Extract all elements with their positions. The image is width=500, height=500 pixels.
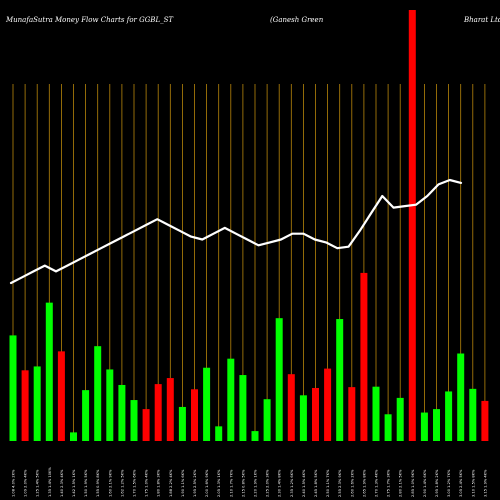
bar	[408, 10, 416, 441]
x-tick-label: 1.60 2.1% 9K%	[108, 469, 112, 497]
x-tick-label: 3.10 1.5% 8K%	[471, 469, 475, 497]
bar	[215, 426, 223, 441]
x-tick-label: 2.60 1.6% 2K%	[350, 469, 354, 497]
bar	[118, 384, 126, 441]
chart-title-left: MunafaSutra Money Flow Charts for GGBL_S…	[5, 16, 174, 24]
x-tick-label: 2.45 1.8% 5K%	[314, 469, 318, 497]
x-tick-labels: 1.08 4.0% 2K% 1.09 2.0% 4K% 1.25 1.4% 5K% 1…	[12, 467, 488, 497]
bar	[251, 431, 259, 441]
x-tick-label: 1.25 1.4% 5K%	[36, 469, 40, 497]
bar	[45, 302, 53, 441]
x-tick-label: 1.90 1.1% 6K%	[181, 469, 185, 497]
bar	[420, 412, 428, 441]
bar	[396, 397, 404, 441]
bar	[21, 370, 29, 441]
x-tick-label: 1.80 1.8% 3K%	[157, 469, 161, 497]
bar	[9, 335, 17, 441]
bar	[263, 399, 271, 441]
bar	[275, 318, 283, 441]
x-tick-label: 2.20 1.9% 1K%	[254, 469, 258, 497]
x-tick-label: 1.75 1.0% 4K%	[145, 469, 149, 497]
bar	[445, 391, 453, 442]
x-tick-label: 1.35 1.4% 10K%	[48, 467, 52, 497]
x-tick-label: 2.35 1.2% 6K%	[290, 469, 294, 497]
bar	[372, 386, 380, 441]
bar	[57, 351, 65, 441]
x-tick-label: 1.08 4.0% 2K%	[12, 469, 16, 497]
x-tick-label: 3.00 1.2% 7K%	[447, 469, 451, 497]
x-tick-label: 2.40 1.5% 4K%	[302, 469, 306, 497]
bar	[227, 358, 235, 441]
bar	[287, 374, 295, 441]
x-tick-label: 2.50 1.1% 7K%	[326, 469, 330, 497]
bar	[481, 400, 489, 441]
x-tick-label: 2.90 1.4% 6K%	[423, 469, 427, 497]
bar	[312, 387, 319, 441]
x-tick-label: 3.05 2.4% 5K%	[459, 469, 463, 497]
bar	[166, 378, 174, 441]
bar	[203, 367, 211, 441]
bar	[106, 369, 114, 441]
x-tick-label: 2.10 1.7% 7K%	[229, 469, 233, 497]
bar	[457, 353, 465, 441]
x-tick-label: 2.70 1.3% 4K%	[375, 469, 379, 497]
x-tick-label: 1.40 2.3% 4K%	[60, 469, 64, 497]
bar	[191, 389, 198, 441]
x-tick-label: 1.50 1.9% 5K%	[84, 469, 88, 497]
bar	[299, 395, 307, 441]
bar	[70, 432, 77, 441]
bar	[82, 390, 90, 441]
bar	[360, 272, 368, 441]
x-tick-label: 1.62 1.2% 5K%	[120, 469, 124, 497]
x-tick-label: 2.95 1.8% 2K%	[435, 469, 439, 497]
x-tick-label: 3.15 1.9% 4K%	[483, 469, 487, 497]
bar	[154, 384, 162, 441]
x-tick-label: 2.55 2.3% 9K%	[338, 469, 342, 497]
x-tick-label: 1.70 1.5% 6K%	[133, 469, 137, 497]
bar	[348, 387, 356, 442]
bar	[336, 319, 344, 441]
bar	[433, 409, 440, 441]
bar	[130, 400, 138, 442]
bar	[324, 368, 332, 441]
x-tick-label: 2.30 1.4% 8K%	[278, 469, 282, 497]
bar	[94, 346, 102, 441]
bar	[33, 366, 41, 441]
x-tick-label: 1.09 2.0% 4K%	[24, 469, 28, 497]
x-tick-label: 2.15 0.8% 5K%	[241, 469, 245, 497]
x-tick-label: 1.95 2.5% 2K%	[193, 469, 197, 497]
bar	[178, 406, 186, 441]
x-tick-label: 2.25 2.0% 3K%	[266, 469, 270, 497]
price-line	[9, 178, 463, 285]
bar	[142, 409, 150, 441]
x-tick-label: 2.05 1.3% 1K%	[217, 469, 221, 497]
x-tick-label: 2.65 1.9% 8K%	[362, 469, 366, 497]
x-tick-label: 2.85 1.0% 9K%	[411, 469, 415, 497]
x-tick-label: 2.80 2.1% 5K%	[399, 469, 403, 497]
chart-title-mid: (Ganesh Green	[270, 16, 324, 24]
bar	[384, 414, 392, 441]
x-tick-label: 2.75 1.7% 3K%	[387, 469, 391, 497]
bar	[239, 375, 247, 441]
x-tick-label: 1.42 1.5% 1K%	[72, 469, 76, 497]
chart-title-right: Bharat Ltd	[463, 16, 500, 24]
volume-bars	[9, 10, 489, 442]
x-tick-label: 1.55 0.9% 8K%	[96, 469, 100, 497]
x-tick-label: 2.00 1.6% 9K%	[205, 469, 209, 497]
bar	[469, 388, 477, 441]
x-tick-label: 1.88 2.2% 4K%	[169, 469, 173, 497]
